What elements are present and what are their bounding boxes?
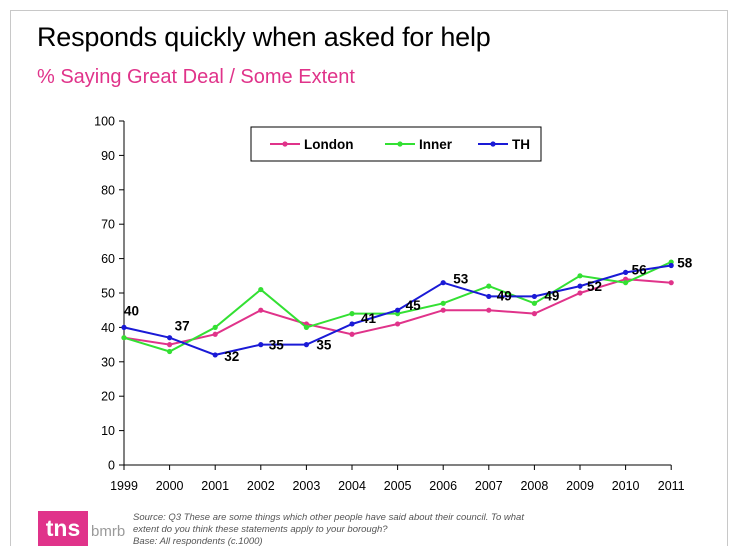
data-point-th xyxy=(486,293,492,300)
data-point-london xyxy=(258,307,264,313)
data-label: 53 xyxy=(453,272,469,287)
y-tick-label: 90 xyxy=(101,149,115,163)
source-line-1: Source: Q3 These are some things which o… xyxy=(133,512,524,523)
data-label: 35 xyxy=(316,338,332,353)
legend-label-london: London xyxy=(304,137,353,152)
data-point-inner xyxy=(303,324,309,330)
data-point-inner xyxy=(212,324,218,330)
data-label: 45 xyxy=(406,298,422,313)
logo-tns-text: tns xyxy=(38,511,88,546)
legend-marker-london xyxy=(282,141,288,147)
data-point-th xyxy=(531,293,538,300)
data-point-london xyxy=(167,342,173,348)
data-point-th xyxy=(258,342,264,348)
legend-marker-inner xyxy=(397,141,403,147)
x-tick-label: 2008 xyxy=(520,479,548,493)
data-point-london xyxy=(349,331,355,337)
data-point-london xyxy=(212,331,218,337)
data-label: 35 xyxy=(269,338,285,353)
logo-bmrb-text: bmrb xyxy=(91,523,126,540)
series-line-inner xyxy=(123,261,672,353)
data-point-th xyxy=(349,321,355,327)
y-tick-label: 20 xyxy=(101,390,115,404)
data-point-th xyxy=(395,307,401,313)
x-tick-label: 2007 xyxy=(475,479,503,493)
y-tick-label: 80 xyxy=(101,183,115,197)
data-point-inner xyxy=(121,335,127,341)
data-point-inner xyxy=(486,283,492,289)
data-point-inner xyxy=(167,348,173,355)
chart-subtitle: % Saying Great Deal / Some Extent xyxy=(37,66,355,88)
x-tick-label: 2010 xyxy=(612,479,640,493)
data-label: 41 xyxy=(361,311,377,326)
source-line-2: extent do you think these statements app… xyxy=(133,524,388,535)
data-point-london xyxy=(668,280,674,286)
x-tick-label: 2003 xyxy=(292,479,320,493)
legend-label-inner: Inner xyxy=(419,137,453,152)
data-point-london xyxy=(440,307,446,313)
legend-marker-th xyxy=(490,141,496,147)
y-tick-label: 100 xyxy=(94,115,115,129)
data-label: 49 xyxy=(544,288,559,303)
y-tick-label: 40 xyxy=(101,321,115,335)
x-tick-label: 2009 xyxy=(566,479,594,493)
data-label: 37 xyxy=(175,319,190,334)
data-point-london xyxy=(486,307,492,313)
data-point-th xyxy=(303,342,309,348)
data-point-th xyxy=(167,335,173,341)
data-point-th xyxy=(623,269,629,275)
x-tick-label: 2005 xyxy=(384,479,412,493)
data-point-th xyxy=(212,352,218,358)
data-point-london xyxy=(395,321,401,327)
x-tick-label: 2001 xyxy=(201,479,229,493)
y-tick-label: 30 xyxy=(101,355,115,369)
x-tick-label: 2006 xyxy=(429,479,457,493)
source-line-3: Base: All respondents (c.1000) xyxy=(133,536,263,547)
y-tick-label: 70 xyxy=(101,218,115,232)
data-label: 40 xyxy=(124,303,139,318)
data-point-inner xyxy=(349,311,355,317)
source-note: Source: Q3 These are some things which o… xyxy=(133,512,653,548)
data-point-th xyxy=(668,262,674,269)
data-point-london xyxy=(531,311,538,317)
x-tick-label: 2000 xyxy=(156,479,184,493)
chart-title: Responds quickly when asked for help xyxy=(37,22,491,52)
data-point-inner xyxy=(440,300,446,306)
data-point-inner xyxy=(531,300,538,306)
x-tick-label: 2002 xyxy=(247,479,275,493)
x-tick-label: 2011 xyxy=(658,479,685,493)
y-tick-label: 60 xyxy=(101,252,115,266)
legend-label-th: TH xyxy=(512,137,530,152)
y-tick-label: 10 xyxy=(101,424,115,438)
data-point-inner xyxy=(623,280,629,286)
data-point-th xyxy=(440,280,446,286)
data-point-inner xyxy=(577,273,583,279)
data-point-th xyxy=(121,324,127,330)
data-label: 58 xyxy=(677,255,693,270)
data-label: 32 xyxy=(224,349,239,364)
x-tick-label: 2004 xyxy=(338,479,366,493)
x-tick-label: 1999 xyxy=(110,479,138,493)
y-tick-label: 50 xyxy=(101,287,115,301)
data-label: 49 xyxy=(497,288,512,303)
y-tick-label: 0 xyxy=(108,459,115,473)
data-point-london xyxy=(577,290,583,296)
data-point-th xyxy=(577,283,583,289)
data-label: 52 xyxy=(587,279,602,294)
data-point-inner xyxy=(258,286,264,293)
data-label: 56 xyxy=(632,262,648,277)
